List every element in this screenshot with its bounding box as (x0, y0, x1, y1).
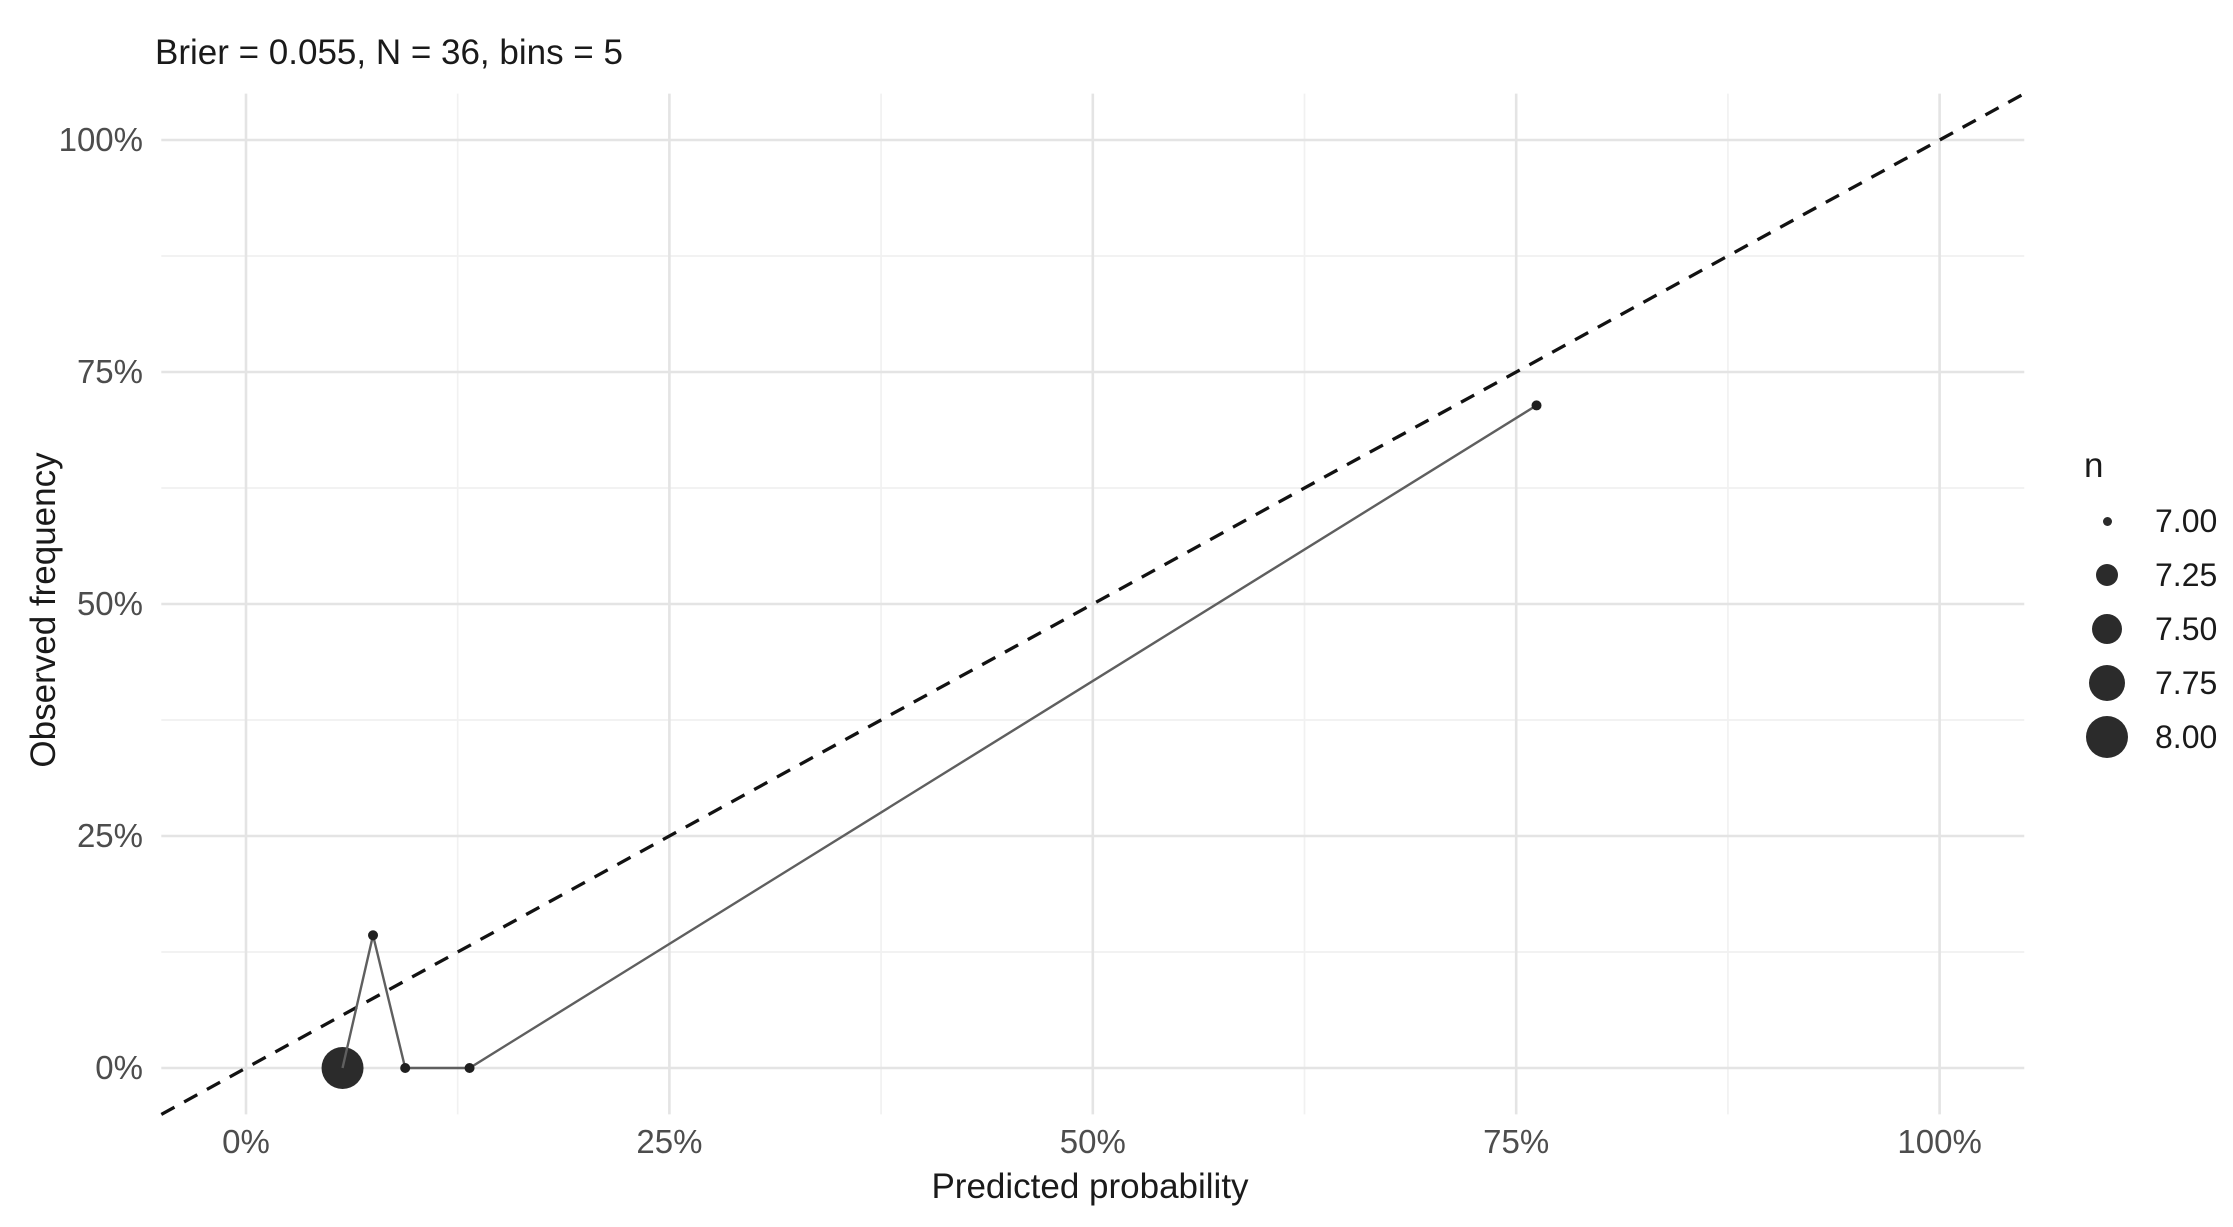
legend-size-dot-icon (2091, 613, 2123, 645)
legend-key (2080, 710, 2134, 764)
calibration-point (368, 930, 379, 941)
legend-item: 7.25 (2080, 548, 2217, 602)
size-legend: n 7.00 7.25 7.50 7.75 8.00 (2080, 438, 2217, 764)
x-tick-label: 50% (1059, 1123, 1126, 1160)
legend-key (2080, 656, 2134, 710)
legend-item-label: 7.50 (2155, 610, 2218, 647)
legend-size-dot-icon (2088, 664, 2126, 702)
x-tick-label: 100% (1897, 1123, 1982, 1160)
legend-size-dot-icon (2095, 563, 2119, 587)
y-tick-label: 75% (76, 353, 143, 390)
calibration-point (1531, 400, 1542, 411)
legend-item: 8.00 (2080, 710, 2217, 764)
legend-item-label: 7.75 (2155, 664, 2218, 701)
x-axis-title: Predicted probability (931, 1167, 1249, 1206)
y-tick-label: 100% (58, 121, 143, 158)
legend-item: 7.75 (2080, 656, 2217, 710)
legend-item-label: 7.25 (2155, 556, 2218, 593)
legend-key (2080, 494, 2134, 548)
y-tick-label: 50% (76, 585, 143, 622)
plot-title: Brier = 0.055, N = 36, bins = 5 (155, 33, 623, 72)
legend-item-label: 7.00 (2155, 502, 2218, 539)
calibration-point (400, 1063, 411, 1073)
legend-key (2080, 602, 2134, 656)
identity-line (160, 92, 2026, 1116)
legend-item: 7.50 (2080, 602, 2217, 656)
y-tick-label: 0% (95, 1049, 143, 1086)
legend-item-label: 8.00 (2155, 718, 2218, 755)
legend-item: 7.00 (2080, 494, 2217, 548)
legend-key (2080, 548, 2134, 602)
calibration-line (341, 404, 1538, 1070)
y-tick-label: 25% (76, 817, 143, 854)
x-tick-label: 0% (222, 1123, 270, 1160)
legend-title: n (2084, 446, 2104, 485)
x-tick-label: 75% (1483, 1123, 1550, 1160)
legend-size-dot-icon (2086, 716, 2128, 758)
legend-size-dot-icon (2102, 516, 2112, 526)
calibration-point (464, 1063, 475, 1073)
x-tick-label: 25% (636, 1123, 703, 1160)
legend-items: 7.00 7.25 7.50 7.75 8.00 (2080, 494, 2217, 764)
